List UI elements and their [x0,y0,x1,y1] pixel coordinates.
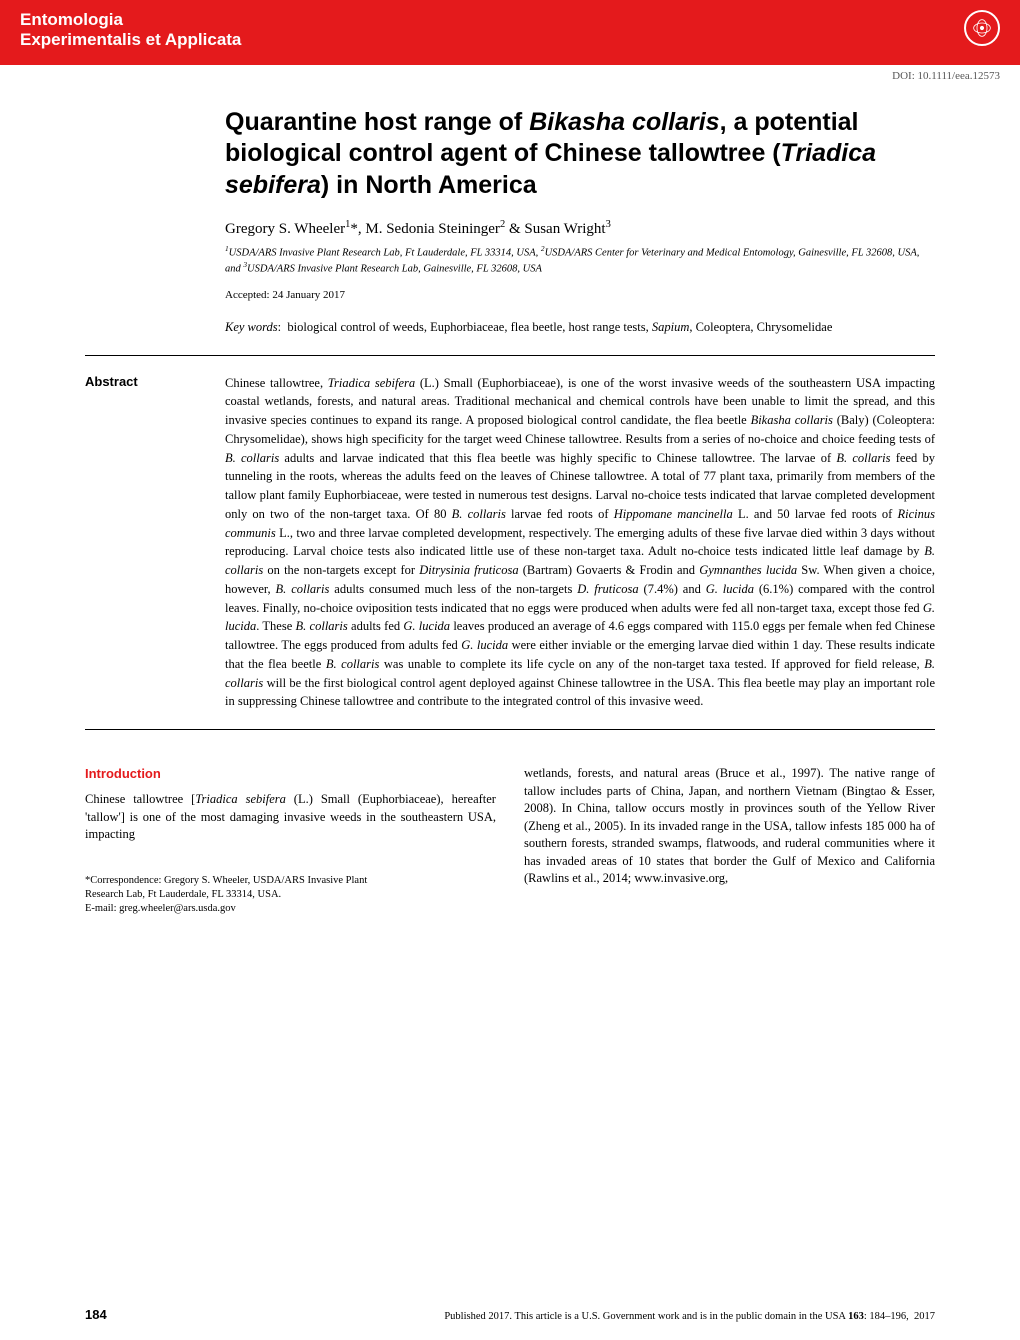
keywords-label: Key words [225,320,278,334]
page-number: 184 [85,1307,107,1322]
abstract-label: Abstract [85,374,225,712]
intro-paragraph-left: Chinese tallowtree [Triadica sebifera (L… [85,791,496,844]
correspondence: *Correspondence: Gregory S. Wheeler, USD… [85,874,496,917]
doi-text: DOI: 10.1111/eea.12573 [0,65,1020,82]
right-column: wetlands, forests, and natural areas (Br… [524,765,935,916]
journal-logo-icon [964,10,1000,46]
authors: Gregory S. Wheeler1*, M. Sedonia Steinin… [225,219,935,238]
accepted-date: Accepted: 24 January 2017 [225,289,935,301]
correspondence-line3: E-mail: greg.wheeler@ars.usda.gov [85,902,496,916]
journal-name-line1: Entomologia [20,10,123,29]
keywords-text: : biological control of weeds, Euphorbia… [278,320,833,334]
correspondence-line1: *Correspondence: Gregory S. Wheeler, USD… [85,874,496,888]
journal-header: Entomologia Experimentalis et Applicata [0,0,1020,65]
intro-paragraph-right: wetlands, forests, and natural areas (Br… [524,765,935,888]
keywords: Key words: biological control of weeds, … [225,319,935,337]
body-columns: Introduction Chinese tallowtree [Triadic… [85,765,935,916]
introduction-heading: Introduction [85,765,496,783]
article-content: Quarantine host range of Bikasha collari… [0,82,1020,916]
abstract-text: Chinese tallowtree, Triadica sebifera (L… [225,374,935,712]
affiliations: 1USDA/ARS Invasive Plant Research Lab, F… [225,244,935,277]
journal-title: Entomologia Experimentalis et Applicata [20,10,1000,49]
publish-text: Published 2017. This article is a U.S. G… [444,1311,935,1322]
correspondence-line2: Research Lab, Ft Lauderdale, FL 33314, U… [85,888,496,902]
left-column: Introduction Chinese tallowtree [Triadic… [85,765,496,916]
article-title: Quarantine host range of Bikasha collari… [225,107,935,201]
journal-name-line2: Experimentalis et Applicata [20,30,241,49]
page-footer: 184 Published 2017. This article is a U.… [85,1307,935,1322]
abstract-section: Abstract Chinese tallowtree, Triadica se… [85,355,935,731]
